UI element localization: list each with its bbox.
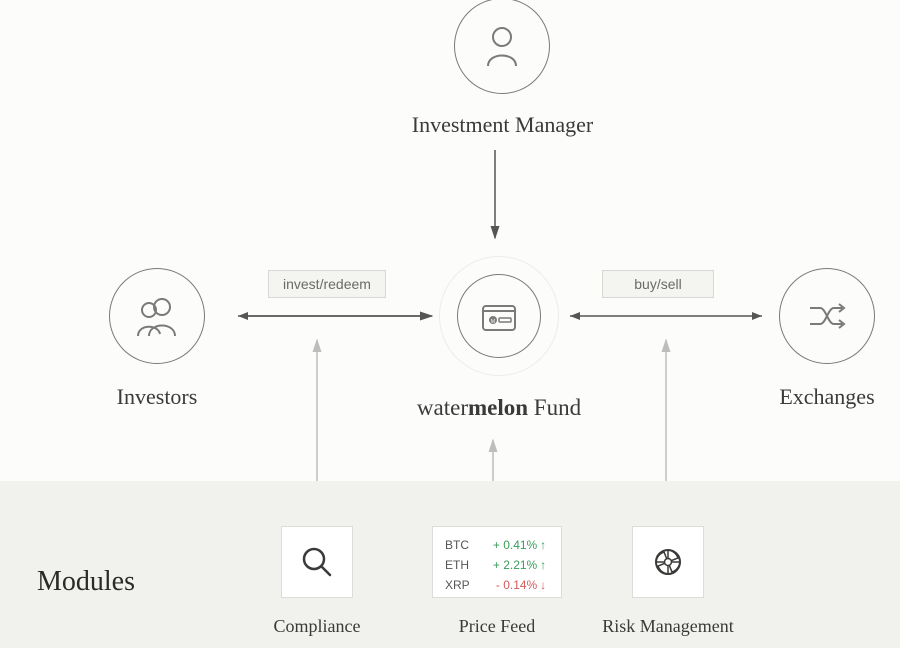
pricefeed-row: ETH + 2.21% ↑ [445,555,549,575]
pricefeed-row: BTC + 0.41% ↑ [445,535,549,555]
pricefeed-val: - 0.14% [480,578,537,592]
module-card-pricefeed: BTC + 0.41% ↑ ETH + 2.21% ↑ XRP - 0.14% … [432,526,562,598]
label-investors: Investors [109,384,205,410]
label-fund-post: Fund [528,395,581,420]
pricefeed-sym: BTC [445,538,480,552]
module-label-pricefeed: Price Feed [452,616,542,637]
edge-buy-sell-group [570,312,762,320]
arrow-up-icon: ↑ [537,538,549,552]
edge-invest-redeem-group [238,312,430,320]
edge-label-invest-redeem: invest/redeem [268,270,386,298]
pricefeed-val: + 0.41% [480,538,537,552]
person-icon [485,26,519,66]
aperture-icon [652,546,684,578]
label-exchanges: Exchanges [777,384,877,410]
arrow-up-icon: ↑ [537,558,549,572]
pricefeed-sym: ETH [445,558,480,572]
label-fund: watermelon Fund [399,395,599,421]
label-investment-manager: Investment Manager [400,112,605,138]
pricefeed-val: + 2.21% [480,558,537,572]
node-investors [109,268,205,364]
node-exchanges [779,268,875,364]
shuffle-icon [806,300,848,332]
magnifier-icon [300,545,334,579]
module-card-risk [632,526,704,598]
module-label-compliance: Compliance [267,616,367,637]
module-card-compliance [281,526,353,598]
label-fund-bold: melon [468,395,528,420]
module-label-risk: Risk Management [598,616,738,637]
wallet-icon: M [481,300,517,332]
pricefeed-row: XRP - 0.14% ↓ [445,575,549,595]
modules-title: Modules [37,566,135,598]
people-icon [135,296,179,336]
node-fund: M [457,274,541,358]
pricefeed-sym: XRP [445,578,480,592]
edge-label-buy-sell: buy/sell [602,270,714,298]
label-fund-pre: water [417,395,468,420]
node-investment-manager [454,0,550,94]
arrow-down-icon: ↓ [537,578,549,592]
svg-text:M: M [491,319,495,325]
